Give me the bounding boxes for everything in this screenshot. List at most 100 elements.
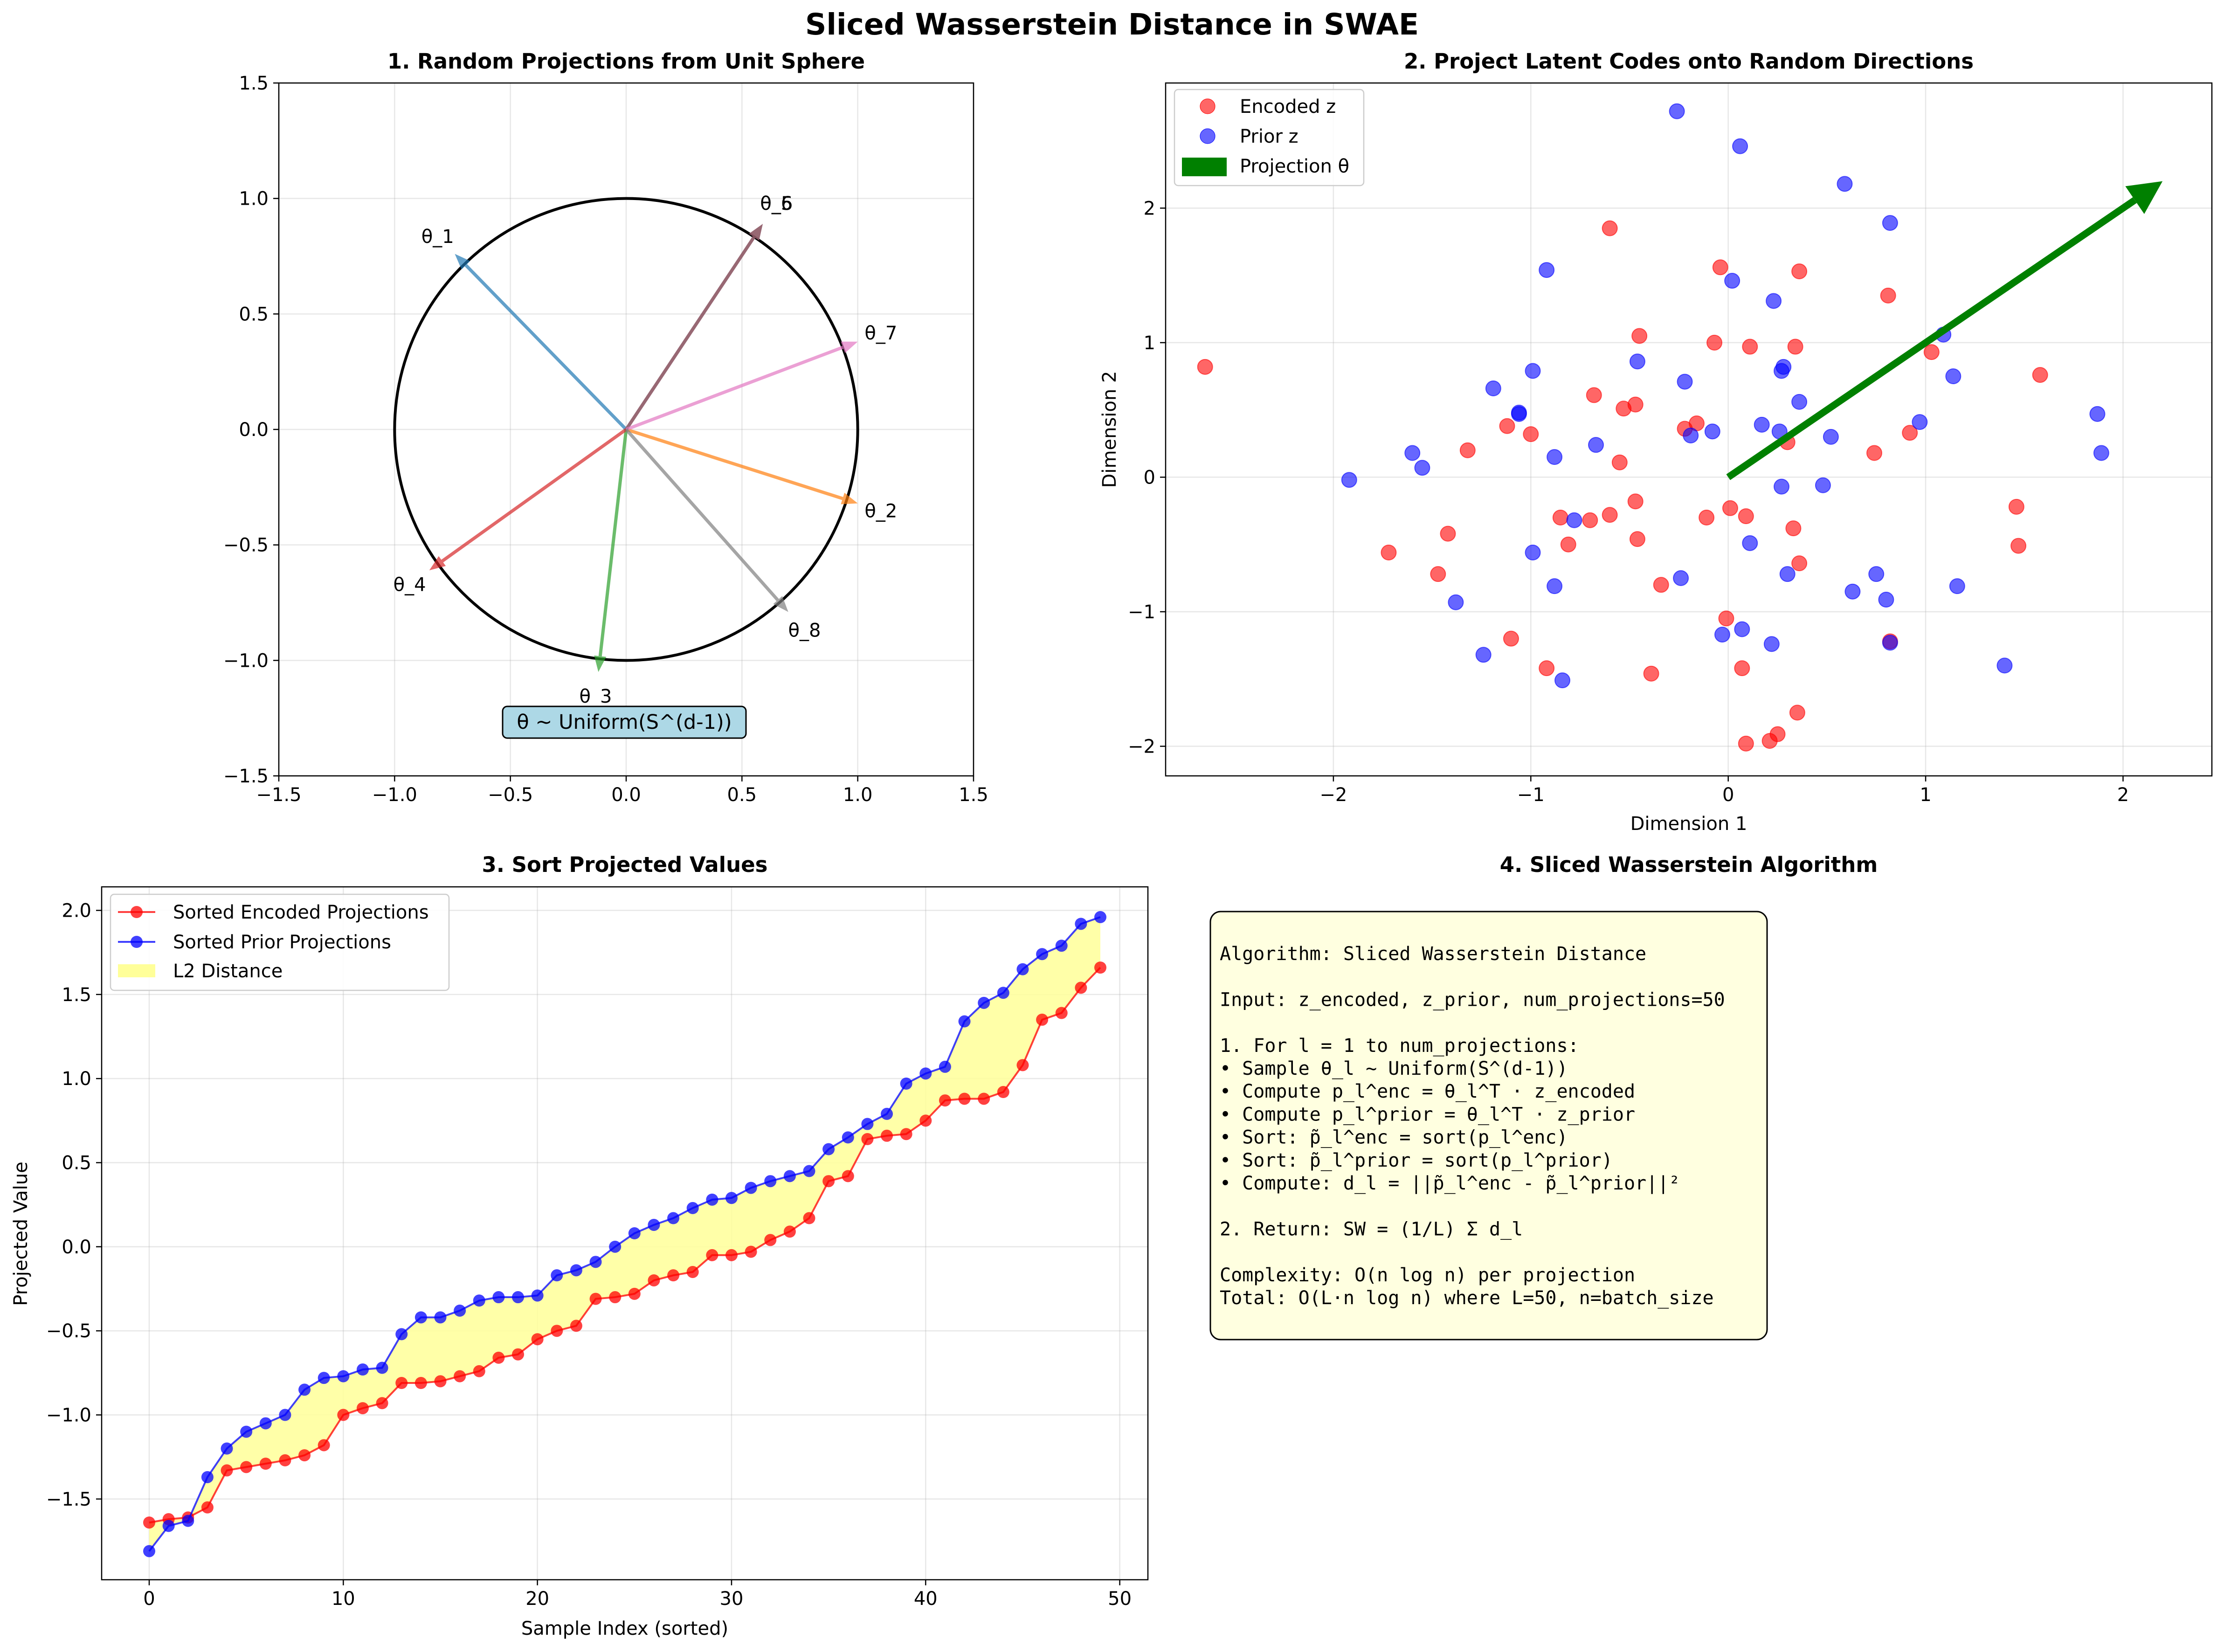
sorted-prior-point — [764, 1175, 777, 1188]
prior-point — [1754, 416, 1770, 433]
encoded-point — [1627, 396, 1644, 413]
sorted-x-tick-label: 40 — [914, 1588, 938, 1610]
prior-point — [1629, 353, 1645, 370]
legend-encoded-marker — [1200, 98, 1216, 114]
encoded-point — [1627, 493, 1644, 510]
projections-x-tick-label: −1.5 — [256, 784, 301, 806]
prior-point — [1882, 635, 1898, 651]
sorted-prior-point — [570, 1264, 582, 1277]
encoded-point — [1643, 665, 1659, 682]
algorithm-line: 2. Return: SW = (1/L) Σ d_l — [1220, 1218, 1523, 1240]
sorted-plot-area — [143, 911, 1106, 1557]
algorithm-line: Total: O(L·n log n) where L=50, n=batch_… — [1220, 1287, 1714, 1309]
sorted-prior-point — [861, 1118, 874, 1130]
sorted-x-tick-label: 0 — [143, 1588, 155, 1610]
prior-point — [1554, 672, 1571, 689]
sorted-encoded-point — [648, 1274, 660, 1286]
sorted-encoded-point — [842, 1170, 854, 1182]
prior-point — [1414, 460, 1430, 476]
sorted-prior-point — [143, 1545, 155, 1557]
projections-annotation: θ ~ Uniform(S^(d-1)) — [502, 705, 747, 739]
encoded-point — [1602, 507, 1618, 523]
prior-point — [1704, 423, 1720, 440]
projection-vector-1-shaft — [464, 264, 628, 431]
projections-annotation-box — [502, 705, 747, 739]
sorted-prior-point — [201, 1471, 214, 1483]
sorted-prior-point — [454, 1304, 466, 1317]
sorted-prior-point — [919, 1067, 932, 1080]
sorted-prior-point — [162, 1520, 175, 1532]
encoded-point — [1785, 520, 1802, 537]
sorted-x-tick-label: 50 — [1108, 1588, 1132, 1610]
sorted-panel-title: 3. Sort Projected Values — [482, 852, 768, 877]
sorted-encoded-point — [356, 1402, 369, 1415]
encoded-point — [1197, 359, 1213, 375]
sorted-encoded-point — [143, 1516, 155, 1529]
l2-distance-fill — [149, 917, 1100, 1551]
legend-l2-distance-label: L2 Distance — [173, 961, 283, 982]
latent-y-axis-label: Dimension 2 — [1099, 371, 1120, 488]
algorithm-line: • Compute: d_l = ||p̃_l^enc - p̃_l^prior… — [1220, 1173, 1680, 1194]
sorted-encoded-point — [492, 1351, 505, 1364]
projections-frame — [278, 82, 974, 777]
legend-sorted-encoded-marker — [131, 906, 143, 918]
prior-point — [1475, 647, 1492, 663]
sorted-prior-point — [589, 1256, 602, 1268]
sorted-prior-point — [1016, 963, 1029, 975]
latent-panel-title: 2. Project Latent Codes onto Random Dire… — [1404, 49, 1974, 74]
encoded-point — [1738, 735, 1754, 752]
projection-vector-3-head — [594, 655, 607, 672]
sorted-prior-point — [997, 987, 1009, 999]
latent-x-tick-label: 2 — [2117, 784, 2129, 806]
encoded-point — [1769, 726, 1786, 742]
algorithm-line: • Compute p_l^prior = θ_l^T · z_prior — [1220, 1104, 1635, 1125]
sorted-y-axis-label: Projected Value — [10, 1161, 32, 1306]
projections-y-tick-label: −1.0 — [223, 650, 269, 671]
latent-frame — [1165, 82, 2213, 777]
sorted-y-tick-label: −1.5 — [46, 1489, 91, 1510]
sorted-frame — [101, 886, 1149, 1581]
sorted-encoded-point — [939, 1094, 951, 1107]
projections-x-tick-label: 0.0 — [611, 784, 641, 806]
prior-point — [2089, 406, 2106, 422]
sorted-prior-point — [1075, 918, 1087, 930]
projection-vector-7-head — [841, 341, 858, 353]
encoded-point — [1734, 660, 1750, 677]
algorithm-line: Complexity: O(n log n) per projection — [1220, 1265, 1635, 1286]
prior-point — [1882, 215, 1898, 231]
legend-sorted-encoded-label: Sorted Encoded Projections — [173, 902, 429, 923]
prior-point — [1732, 138, 1748, 154]
algorithm-line: Algorithm: Sliced Wasserstein Distance — [1220, 943, 1646, 965]
sorted-encoded-point — [414, 1377, 427, 1389]
sorted-prior-point — [240, 1425, 253, 1438]
prior-point — [1448, 594, 1464, 610]
prior-point — [1945, 368, 1962, 385]
sorted-encoded-point — [764, 1234, 777, 1246]
prior-point — [1485, 380, 1501, 396]
sorted-encoded-point — [706, 1249, 718, 1261]
sorted-encoded-point — [473, 1365, 485, 1377]
prior-point — [1669, 103, 1685, 119]
sorted-encoded-point — [667, 1269, 680, 1282]
sorted-prior-point — [842, 1131, 854, 1144]
sorted-encoded-point — [628, 1287, 641, 1300]
sorted-y-tick-label: 0.5 — [62, 1153, 91, 1174]
projections-y-tick-label: −0.5 — [223, 535, 269, 556]
encoded-point — [1791, 555, 1808, 572]
encoded-point — [1552, 509, 1568, 525]
prior-point — [2093, 445, 2109, 461]
sorted-x-tick-label: 20 — [525, 1588, 549, 1610]
sorted-prior-point — [512, 1291, 525, 1304]
projection-vector-label: θ_6 — [760, 193, 793, 214]
sorted-encoded-point — [221, 1464, 233, 1477]
projection-vector-6-shaft — [625, 236, 756, 430]
sorted-ticks: 0 10 20 30 40 50 −1.5 −1.0 −0.5 0.0 0.5 1.0 1.5 2.0 — [46, 900, 1132, 1610]
prior-point — [1566, 512, 1582, 528]
prior-point — [1588, 437, 1604, 453]
sorted-encoded-point — [259, 1458, 272, 1470]
sorted-prior-point — [298, 1383, 311, 1396]
legend-l2-distance-swatch — [118, 964, 155, 977]
sorted-prior-point — [706, 1193, 718, 1206]
sorted-encoded-point — [861, 1133, 874, 1146]
latent-ticks: −2 −1 0 1 2 −2 −1 0 1 2 — [1128, 198, 2129, 806]
